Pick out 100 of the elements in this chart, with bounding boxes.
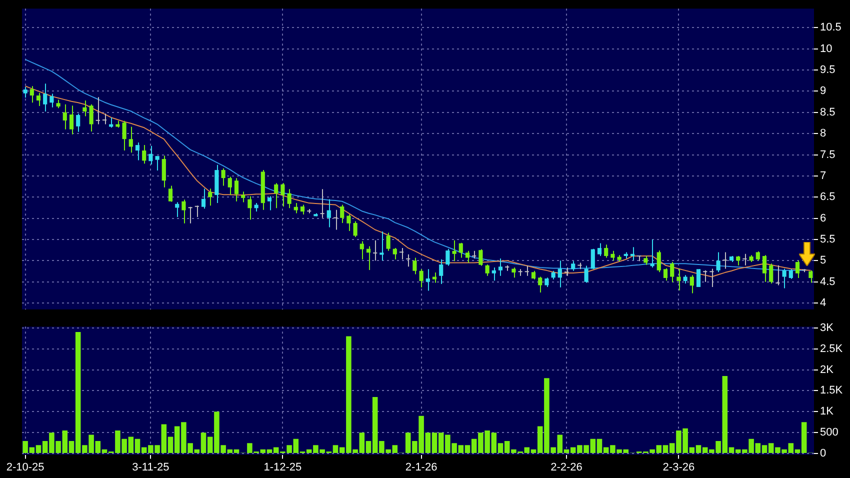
y-tick-label: 8 bbox=[820, 128, 826, 140]
candlestick bbox=[769, 263, 774, 284]
candlestick bbox=[512, 266, 516, 278]
candlestick bbox=[446, 248, 450, 266]
candlestick bbox=[676, 268, 681, 291]
y-tick-label: 7 bbox=[820, 170, 826, 182]
candlestick bbox=[795, 260, 800, 279]
candlestick bbox=[584, 265, 588, 284]
x-tick-label: 2-3-26 bbox=[662, 461, 695, 474]
candlestick bbox=[722, 252, 727, 270]
candlestick bbox=[782, 268, 786, 289]
candlestick bbox=[241, 191, 246, 203]
candlestick bbox=[590, 248, 595, 270]
candlestick bbox=[690, 274, 694, 294]
candlestick bbox=[610, 250, 615, 262]
candlestick bbox=[439, 258, 444, 284]
candlestick bbox=[102, 113, 107, 125]
candlestick bbox=[544, 277, 549, 288]
y-tick-label: 7.5 bbox=[820, 148, 836, 161]
candlestick bbox=[670, 261, 674, 283]
candlestick bbox=[736, 256, 740, 266]
candlestick bbox=[320, 188, 324, 218]
candlestick bbox=[558, 260, 562, 288]
y-tick-label: 4.5 bbox=[820, 276, 836, 288]
candlestick bbox=[360, 240, 364, 260]
candlestick bbox=[426, 268, 430, 292]
candlestick bbox=[326, 198, 331, 228]
y-tick-label: 1.5K bbox=[820, 384, 844, 397]
y-tick-label: 0 bbox=[820, 448, 826, 460]
candlestick bbox=[168, 185, 173, 202]
x-tick-label: 2-1-26 bbox=[405, 461, 438, 474]
candlestick bbox=[346, 214, 351, 232]
candlestick bbox=[128, 126, 133, 154]
candlestick bbox=[524, 265, 529, 276]
candlestick bbox=[221, 168, 226, 186]
candlestick bbox=[300, 204, 305, 215]
candlestick bbox=[604, 244, 608, 258]
candlestick bbox=[492, 266, 496, 282]
y-tick-label: 4 bbox=[820, 297, 826, 310]
candlestick bbox=[650, 238, 654, 268]
candlestick bbox=[597, 242, 602, 257]
candlestick bbox=[478, 248, 483, 266]
y-tick-label: 3K bbox=[820, 322, 834, 334]
x-tick-label: 2-2-26 bbox=[550, 461, 582, 474]
candlestick bbox=[756, 250, 760, 262]
candlestick bbox=[432, 272, 437, 284]
candlestick bbox=[43, 83, 48, 112]
candlestick bbox=[742, 253, 747, 266]
candlestick bbox=[280, 182, 285, 207]
candlestick bbox=[637, 255, 642, 262]
candlestick bbox=[62, 104, 67, 130]
candlestick bbox=[267, 196, 272, 211]
y-tick-label: 6.5 bbox=[820, 191, 836, 204]
candlestick bbox=[76, 113, 80, 132]
candlestick bbox=[656, 250, 661, 273]
candlestick bbox=[248, 196, 252, 220]
candlestick bbox=[386, 232, 390, 252]
candlestick bbox=[23, 86, 28, 98]
y-tick-label: 500 bbox=[820, 426, 838, 439]
candlestick bbox=[89, 104, 94, 132]
x-tick-label: 1-12-25 bbox=[264, 461, 302, 474]
candlestick bbox=[96, 96, 100, 125]
candlestick bbox=[175, 202, 180, 218]
y-tick-label: 6 bbox=[820, 212, 826, 224]
y-tick-label: 2K bbox=[820, 364, 834, 376]
candlestick bbox=[644, 255, 648, 266]
candlestick bbox=[703, 270, 708, 282]
candlestick bbox=[762, 254, 767, 282]
candlestick bbox=[776, 264, 780, 286]
candlestick bbox=[274, 182, 278, 209]
y-tick-label: 1K bbox=[820, 406, 834, 418]
candlestick bbox=[392, 247, 397, 260]
candlestick bbox=[50, 93, 54, 108]
candlestick bbox=[696, 268, 701, 288]
y-tick-label: 10 bbox=[820, 42, 832, 55]
candlestick bbox=[228, 176, 232, 196]
candlestick bbox=[716, 252, 720, 273]
y-tick-label: 9 bbox=[820, 85, 826, 98]
candlestick bbox=[419, 268, 424, 288]
candlestick bbox=[373, 240, 378, 262]
candlestick bbox=[333, 209, 338, 230]
candlestick bbox=[485, 264, 490, 276]
candlestick bbox=[630, 246, 635, 261]
candlestick bbox=[135, 142, 140, 161]
x-tick-label: 3-11-25 bbox=[132, 461, 170, 474]
candlestick bbox=[182, 199, 186, 224]
candlestick bbox=[366, 246, 371, 270]
candlestick bbox=[287, 188, 292, 209]
candlestick bbox=[353, 220, 358, 238]
candlestick bbox=[109, 116, 114, 128]
candlestick bbox=[234, 178, 239, 202]
candlestick bbox=[788, 268, 793, 280]
candlestick bbox=[188, 206, 192, 224]
candlestick bbox=[808, 270, 813, 284]
candlestick bbox=[142, 144, 146, 164]
candlestick bbox=[498, 258, 503, 276]
candlestick bbox=[294, 202, 298, 214]
candlestick bbox=[122, 120, 126, 152]
y-tick-label: 2.5K bbox=[820, 342, 844, 355]
candlestick bbox=[571, 260, 576, 272]
